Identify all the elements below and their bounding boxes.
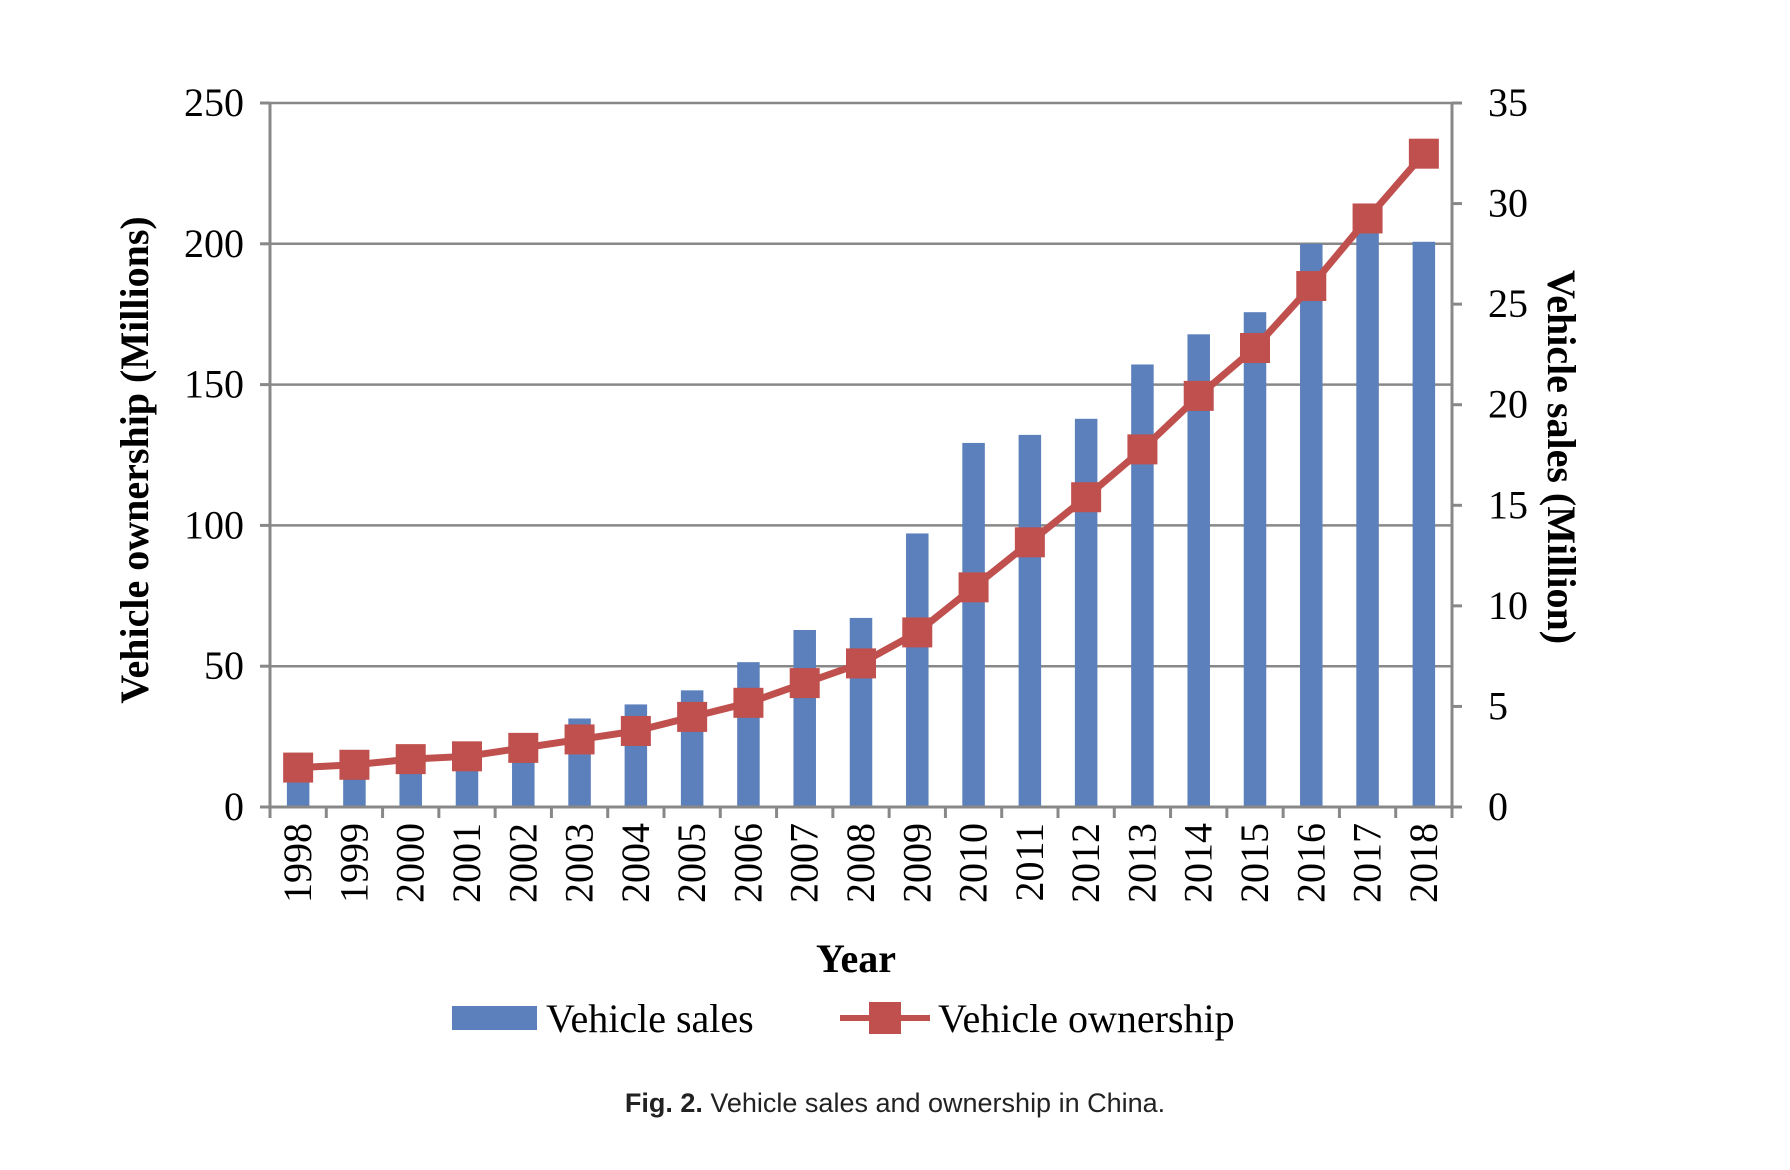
ownership-point-2007: [789, 668, 820, 699]
bar-2008: [849, 617, 873, 807]
ownership-point-2013: [1127, 434, 1158, 465]
legend-sales-swatch: [452, 1006, 537, 1030]
ownership-line: [283, 138, 1439, 783]
figure-label: Fig. 2.: [624, 1088, 703, 1118]
ownership-point-2018: [1408, 138, 1439, 169]
right-tick-label: 0: [1488, 784, 1508, 829]
axes: [260, 101, 1462, 818]
sales-bars: [286, 225, 1436, 808]
right-tick-label: 5: [1488, 683, 1508, 728]
bar-2017: [1356, 225, 1379, 807]
left-tick-label: 0: [224, 784, 244, 829]
left-tick-label: 100: [184, 502, 244, 547]
bar-2014: [1187, 334, 1210, 807]
x-tick-label: 2006: [725, 823, 770, 903]
ownership-point-1999: [339, 749, 370, 780]
bar-2007: [793, 629, 816, 807]
ownership-point-2015: [1240, 332, 1270, 363]
ownership-point-2001: [452, 741, 482, 772]
legend-ownership-marker: [869, 1002, 901, 1034]
ownership-point-2010: [958, 572, 989, 603]
x-tick-label: 1998: [275, 823, 320, 903]
right-tick-label: 35: [1488, 80, 1528, 125]
x-tick-label: 2001: [444, 823, 489, 903]
ownership-point-2012: [1071, 482, 1102, 513]
bar-1999: [343, 770, 366, 807]
x-tick-label: 2004: [613, 823, 658, 903]
x-tick-label: 2013: [1119, 823, 1164, 903]
right-y-axis-title: Vehicle sales (Million): [1539, 270, 1584, 644]
x-tick-label: 2014: [1176, 823, 1221, 903]
figure-caption: Fig. 2. Vehicle sales and ownership in C…: [0, 1088, 1790, 1119]
legend-ownership-label: Vehicle ownership: [938, 996, 1235, 1041]
bar-2010: [962, 442, 985, 807]
gridlines: [270, 101, 1452, 668]
bar-2012: [1074, 418, 1098, 807]
x-tick-label: 2008: [838, 823, 883, 903]
x-tick-label: 2007: [782, 823, 827, 903]
x-tick-label: 2015: [1232, 823, 1277, 903]
left-tick-label: 200: [184, 221, 244, 266]
ownership-point-2009: [902, 617, 933, 648]
bar-2000: [399, 764, 422, 807]
bar-2016: [1300, 243, 1323, 808]
right-tick-label: 25: [1488, 281, 1528, 326]
ownership-point-2011: [1014, 527, 1045, 558]
ownership-point-2016: [1296, 271, 1327, 302]
right-tick-label: 30: [1488, 181, 1528, 226]
bar-2015: [1243, 312, 1267, 807]
ownership-point-2017: [1352, 203, 1383, 234]
right-tick-label: 10: [1488, 583, 1528, 628]
left-tick-label: 150: [184, 362, 244, 407]
x-axis-title: Year: [816, 936, 896, 981]
right-tick-label: 15: [1488, 482, 1528, 527]
right-tick-label: 20: [1488, 382, 1528, 427]
x-tick-label: 1999: [331, 823, 376, 903]
x-tick-label: 2011: [1007, 823, 1052, 902]
ownership-point-2014: [1183, 380, 1214, 411]
x-tick-label: 2005: [669, 823, 714, 903]
ownership-point-2003: [564, 724, 595, 755]
ownership-point-2006: [733, 687, 764, 718]
x-tick-label: 2000: [388, 823, 433, 903]
left-tick-label: 250: [184, 80, 244, 125]
x-tick-label: 2002: [500, 823, 545, 903]
ownership-point-2002: [508, 732, 539, 763]
legend: Vehicle sales Vehicle ownership: [452, 996, 1235, 1041]
bar-2011: [1018, 434, 1042, 807]
bar-2018: [1412, 241, 1436, 807]
x-tick-label: 2003: [557, 823, 602, 903]
bar-2006: [737, 662, 760, 807]
ownership-point-2000: [395, 744, 426, 775]
x-tick-label: 2009: [894, 823, 939, 903]
tick-labels: 0 50 100 150 200 250 0 5 10 15 20 25 30 35 1998 1999 200…: [184, 80, 1528, 903]
ownership-point-1998: [283, 752, 314, 783]
legend-sales-label: Vehicle sales: [546, 996, 754, 1041]
bar-2013: [1131, 364, 1154, 807]
ownership-point-2008: [846, 648, 876, 679]
x-tick-label: 2010: [951, 823, 996, 903]
bar-1998: [286, 774, 310, 807]
left-y-axis-title: Vehicle ownership (Millions): [112, 216, 157, 703]
x-tick-label: 2012: [1063, 823, 1108, 903]
bar-2009: [906, 533, 929, 807]
ownership-point-2004: [620, 715, 651, 746]
x-tick-label: 2016: [1288, 823, 1333, 903]
left-tick-label: 50: [204, 643, 244, 688]
x-tick-label: 2017: [1345, 823, 1390, 903]
x-tick-label: 2018: [1401, 823, 1446, 903]
figure-caption-text: Vehicle sales and ownership in China.: [702, 1088, 1166, 1118]
ownership-point-2005: [677, 701, 708, 732]
